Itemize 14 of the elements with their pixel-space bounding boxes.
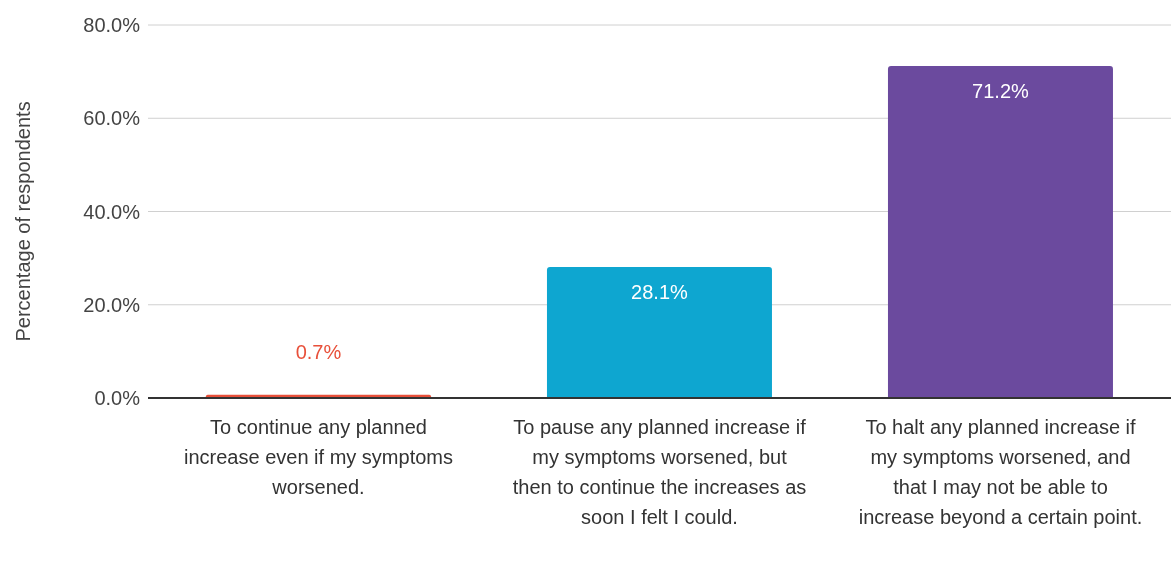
- x-tick-label: To halt any planned increase if my symptoms worsened, and that I may not be able to increase beyond a certain point.: [858, 416, 1143, 528]
- y-tick-label: 40.0%: [83, 200, 141, 223]
- data-label: 0.7%: [295, 340, 342, 363]
- y-axis-title: Percentage of respondents: [12, 101, 35, 342]
- data-label: 71.2%: [972, 80, 1030, 103]
- x-tick-label: To continue any planned increase even if my symptoms worsened.: [184, 416, 453, 498]
- bar: [546, 266, 772, 398]
- y-tick-label: 0.0%: [94, 387, 141, 410]
- data-label: 28.1%: [631, 280, 689, 303]
- x-tick-label: To pause any planned increase if my symptoms worsened, but then to continue the increases as soon I felt I could.: [512, 416, 807, 528]
- bar: [887, 66, 1113, 398]
- y-tick-label: 80.0%: [83, 14, 141, 37]
- y-tick-label: 60.0%: [83, 107, 141, 130]
- y-tick-label: 20.0%: [83, 293, 141, 316]
